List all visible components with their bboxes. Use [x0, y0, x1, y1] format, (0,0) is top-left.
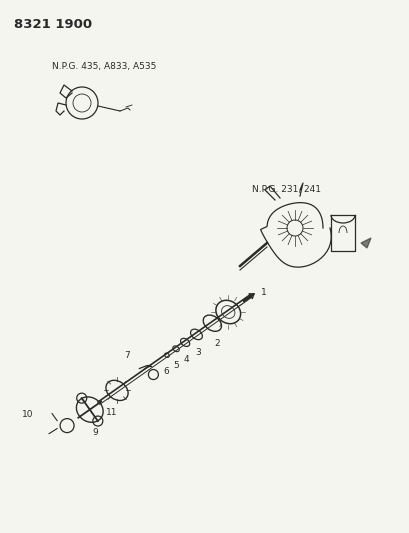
Text: 4: 4 — [183, 356, 189, 365]
Text: 5: 5 — [173, 361, 178, 370]
Text: 7: 7 — [124, 351, 129, 360]
Text: 11: 11 — [106, 408, 117, 417]
Text: 1: 1 — [260, 288, 266, 297]
Text: 2: 2 — [214, 339, 220, 348]
Text: 8321 1900: 8321 1900 — [14, 18, 92, 31]
Text: 10: 10 — [22, 410, 34, 419]
Polygon shape — [360, 238, 370, 248]
Text: N.P.G. 435, A833, A535: N.P.G. 435, A833, A535 — [52, 62, 156, 71]
Text: N.P.G. 231, 241: N.P.G. 231, 241 — [252, 185, 320, 194]
Text: 3: 3 — [195, 349, 201, 358]
Text: 6: 6 — [163, 367, 169, 376]
Text: 9: 9 — [92, 427, 97, 437]
